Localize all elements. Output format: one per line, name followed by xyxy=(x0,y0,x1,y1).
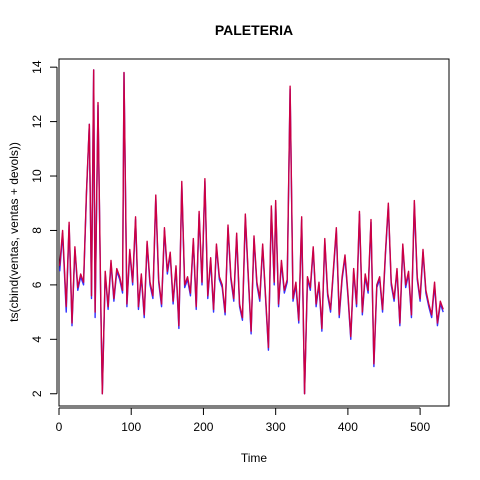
y-tick-label: 8 xyxy=(30,227,44,234)
x-tick-label: 0 xyxy=(56,420,63,434)
plot-frame xyxy=(58,58,450,407)
x-tick-label: 100 xyxy=(121,420,141,434)
y-axis: 2 4 6 8 10 12 14 xyxy=(30,60,58,397)
y-tick-label: 4 xyxy=(30,336,44,343)
y-tick-label: 12 xyxy=(30,115,44,129)
y-tick-label: 14 xyxy=(30,60,44,74)
x-tick-label: 400 xyxy=(338,420,358,434)
x-tick-label: 200 xyxy=(193,420,213,434)
y-tick-label: 2 xyxy=(30,390,44,397)
y-tick-label: 6 xyxy=(30,281,44,288)
series-line-2 xyxy=(59,69,444,395)
series-layer xyxy=(59,69,444,395)
x-tick-label: 500 xyxy=(410,420,430,434)
chart-title: PALETERIA xyxy=(215,22,293,38)
x-axis-label: Time xyxy=(241,451,268,465)
x-axis: 0 100 200 300 400 500 xyxy=(56,407,430,434)
y-axis-label: ts(cbind(ventas, ventas + devols)) xyxy=(7,142,21,322)
x-tick-label: 300 xyxy=(266,420,286,434)
y-tick-label: 10 xyxy=(30,169,44,183)
